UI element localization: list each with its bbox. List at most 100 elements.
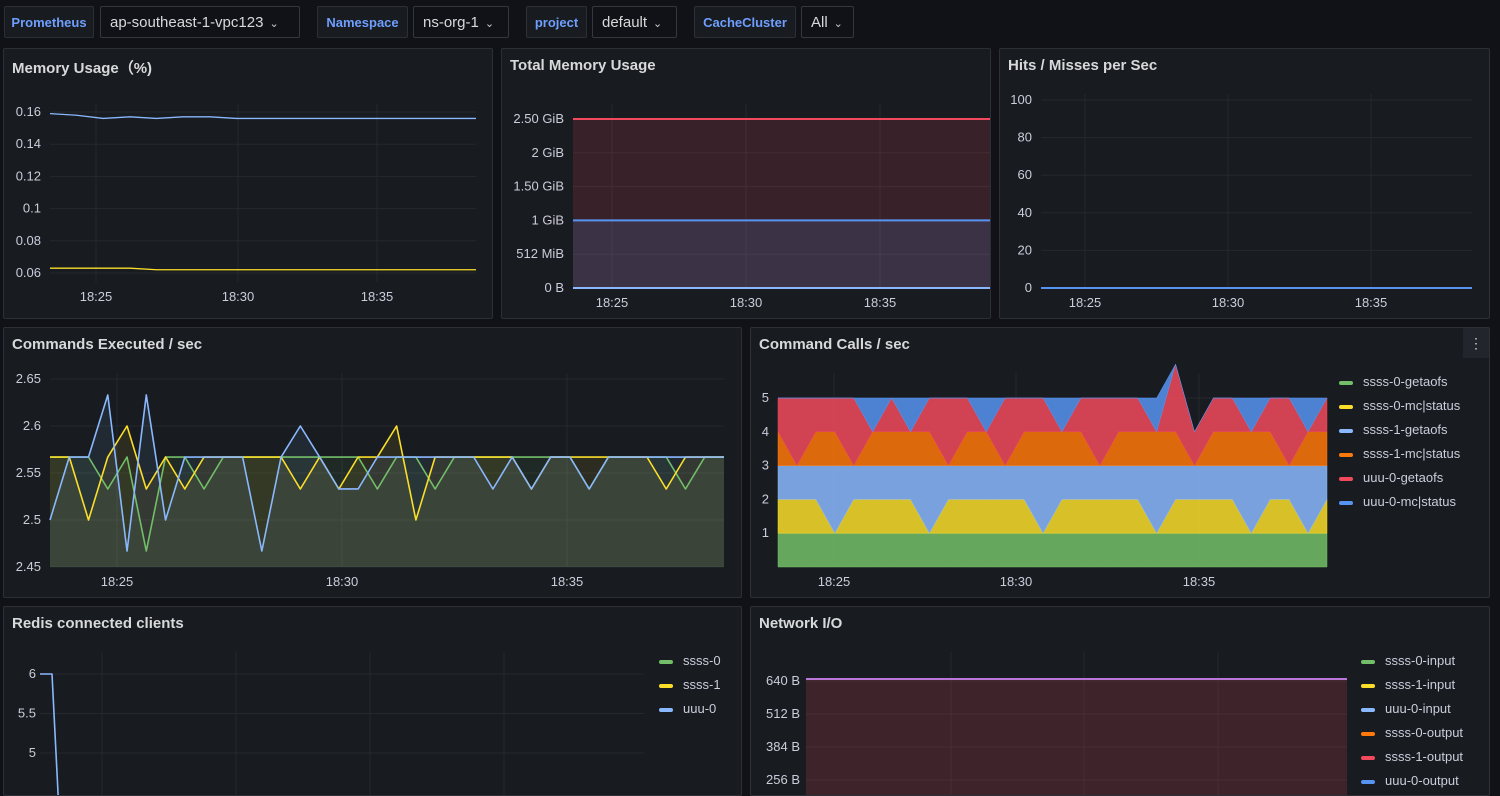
legend-item[interactable]: uuu-0-output [1361, 769, 1463, 793]
legend-label: ssss-1-input [1385, 677, 1456, 692]
legend-swatch [659, 707, 673, 712]
series-area [573, 119, 990, 288]
y-tick-label: 2.5 [23, 512, 41, 527]
series-line [49, 394, 724, 552]
legend-swatch [1361, 659, 1375, 664]
panel-total-memory[interactable]: Total Memory Usage 2.50 GiB 2 GiB 1.50 GiB… [501, 48, 991, 319]
y-tick-label: 5 [762, 390, 769, 405]
legend-label: ssss-0-input [1385, 653, 1456, 668]
panel-network-io[interactable]: Network I/O 640 B 512 B 384 B 256 B ssss-0-… [750, 606, 1490, 796]
var-select-prometheus[interactable]: ap-southeast-1-vpc123 ⌄ [100, 6, 300, 38]
y-tick-label: 2 [762, 491, 769, 506]
legend-item[interactable]: ssss-1-mc|status [1339, 442, 1460, 466]
legend-item[interactable]: ssss-1-input [1361, 673, 1463, 697]
x-tick-label: 18:30 [1000, 574, 1033, 589]
legend-label: uuu-0-output [1385, 773, 1459, 788]
panel-title: Commands Executed / sec [12, 336, 203, 353]
y-tick-label: 4 [762, 424, 769, 439]
legend-label: ssss-1 [683, 677, 721, 692]
series-area [806, 678, 1347, 795]
panel-title: Command Calls / sec [759, 336, 910, 353]
legend-item[interactable]: ssss-0-input [1361, 649, 1463, 673]
legend-item[interactable]: uuu-0 [659, 697, 721, 721]
panel-title: Redis connected clients [12, 615, 184, 632]
x-tick-label: 18:25 [596, 295, 629, 310]
legend-label: ssss-0-getaofs [1363, 374, 1448, 389]
legend-item[interactable]: ssss-0 [659, 649, 721, 673]
legend-label: ssss-1-output [1385, 749, 1464, 764]
chevron-down-icon: ⌄ [269, 18, 279, 30]
y-tick-label: 640 B [766, 673, 800, 688]
legend-item[interactable]: uuu-0-input [1361, 697, 1463, 721]
y-tick-label: 0.08 [16, 233, 41, 248]
x-tick-label: 18:25 [818, 574, 851, 589]
series-area [50, 457, 724, 567]
legend-label: ssss-0-mc|status [1363, 398, 1461, 413]
y-tick-label: 2 GiB [531, 145, 564, 160]
panel-title: Memory Usage（%) [12, 60, 153, 77]
x-tick-label: 18:30 [1212, 295, 1245, 310]
var-select-namespace[interactable]: ns-org-1 ⌄ [413, 6, 509, 38]
y-tick-label: 5.5 [18, 706, 36, 721]
legend-item[interactable]: uuu-0-getaofs [1339, 466, 1460, 490]
legend-swatch [1339, 428, 1353, 433]
legend-label: uuu-0 [683, 701, 717, 716]
panel-redis-clients[interactable]: Redis connected clients 6 5.5 5 ssss-0 ssss… [3, 606, 742, 796]
y-tick-label: 512 MiB [516, 246, 564, 261]
series-line [40, 673, 59, 795]
x-tick-label: 18:30 [326, 574, 359, 589]
legend-swatch [1339, 476, 1353, 481]
total-memory-chart: 2.50 GiB 2 GiB 1.50 GiB 1 GiB 512 MiB 0 B 18:2… [513, 104, 990, 310]
y-tick-label: 6 [29, 666, 36, 681]
y-tick-label: 100 [1010, 92, 1032, 107]
y-tick-label: 0 B [544, 280, 564, 295]
legend-item[interactable]: ssss-0-mc|status [1339, 394, 1460, 418]
y-tick-label: 2.6 [23, 418, 41, 433]
legend: ssss-0-getaofs ssss-0-mc|status ssss-1-get… [1339, 370, 1460, 514]
panel-title: Network I/O [759, 615, 843, 632]
panel-hits-misses[interactable]: Hits / Misses per Sec 100 80 60 40 20 0 18:25 1… [999, 48, 1490, 319]
legend-swatch [1339, 380, 1353, 385]
y-tick-label: 0.14 [16, 136, 41, 151]
x-tick-label: 18:35 [361, 289, 394, 304]
legend-label: ssss-1-getaofs [1363, 422, 1448, 437]
panel-menu-icon[interactable]: ⋮ [1463, 328, 1489, 358]
legend-item[interactable]: ssss-1-getaofs [1339, 418, 1460, 442]
var-value: All [811, 14, 828, 31]
var-select-cachecluster[interactable]: All ⌄ [801, 6, 854, 38]
var-label-project: project [526, 6, 587, 38]
x-tick-label: 18:35 [1183, 574, 1216, 589]
legend-label: uuu-0-input [1385, 701, 1451, 716]
y-tick-label: 1 GiB [531, 212, 564, 227]
legend-item[interactable]: ssss-0-output [1361, 721, 1463, 745]
legend: ssss-0-input ssss-1-input uuu-0-input ssss-… [1361, 649, 1463, 793]
legend-item[interactable]: uuu-0-mc|status [1339, 490, 1460, 514]
stacked-area [778, 363, 1328, 433]
series-area [50, 426, 724, 567]
y-tick-label: 20 [1018, 242, 1032, 257]
panel-commands-executed[interactable]: Commands Executed / sec 2.65 2.6 2.55 2.5 2.… [3, 327, 742, 598]
legend-item[interactable]: ssss-1-output [1361, 745, 1463, 769]
y-tick-label: 256 B [766, 772, 800, 787]
panel-title: Total Memory Usage [510, 57, 656, 74]
series-line [50, 267, 476, 271]
network-io-chart: 640 B 512 B 384 B 256 B [766, 652, 1347, 795]
y-tick-label: 384 B [766, 739, 800, 754]
var-label-prometheus: Prometheus [4, 6, 94, 38]
var-label-namespace: Namespace [317, 6, 408, 38]
hits-misses-chart: 100 80 60 40 20 0 18:25 18:30 18:35 [1010, 92, 1472, 310]
var-select-project[interactable]: default ⌄ [592, 6, 677, 38]
series-line [49, 112, 476, 120]
legend-item[interactable]: ssss-0-getaofs [1339, 370, 1460, 394]
variables-bar: Prometheus ap-southeast-1-vpc123 ⌄ Namesp… [0, 0, 1500, 46]
legend-label: ssss-0 [683, 653, 721, 668]
legend-item[interactable]: ssss-1 [659, 673, 721, 697]
y-tick-label: 1 [762, 525, 769, 540]
panel-command-calls[interactable]: Command Calls / sec ⋮ 5 4 3 2 1 18:25 18:30 18:… [750, 327, 1490, 598]
legend-swatch [1361, 731, 1375, 736]
x-tick-label: 18:35 [1355, 295, 1388, 310]
y-tick-label: 0.06 [16, 265, 41, 280]
y-tick-label: 1.50 GiB [513, 179, 564, 194]
panel-memory-usage[interactable]: Memory Usage（%) 0.16 0.14 0.12 0.1 0.08 0.06 1… [3, 48, 493, 319]
legend-label: ssss-1-mc|status [1363, 446, 1461, 461]
